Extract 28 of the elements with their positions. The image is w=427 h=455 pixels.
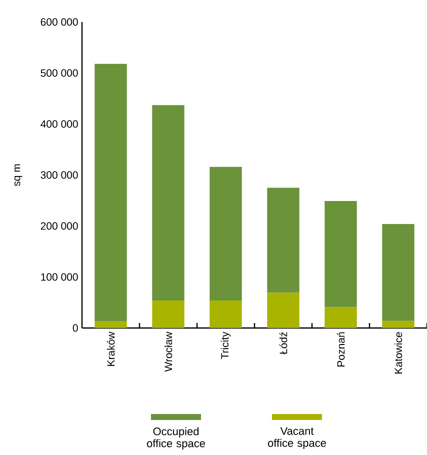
legend-label: Occupied office space — [147, 427, 205, 450]
legend-label: Vacant office space — [268, 427, 326, 450]
bar — [152, 105, 184, 300]
x-tick-label: Łódź — [279, 332, 288, 354]
y-tick-label: 400 000 — [40, 120, 78, 128]
x-tick-label: Wrocław — [164, 332, 172, 372]
y-tick-label: 300 000 — [40, 171, 78, 179]
bar — [210, 166, 242, 300]
bar — [324, 307, 357, 328]
x-tick-label: Tricity — [220, 332, 231, 360]
x-tick-label: Katowice — [394, 332, 402, 374]
x-tick-label: Kraków — [106, 332, 115, 366]
y-tick-label: 500 000 — [40, 69, 78, 77]
bar — [94, 321, 127, 328]
bar — [382, 224, 414, 321]
bar — [94, 64, 127, 322]
bar — [152, 300, 184, 328]
bar — [267, 188, 300, 293]
y-axis-title: sq m — [14, 164, 22, 186]
bar — [382, 320, 414, 328]
bar — [210, 300, 242, 328]
bar — [267, 292, 300, 328]
y-tick-label: 100 000 — [41, 273, 78, 281]
y-tick-label: 200 000 — [40, 222, 78, 230]
y-tick-label: 0 — [72, 324, 78, 332]
y-tick-label: 600 000 — [40, 18, 78, 26]
x-tick-label: Poznań — [336, 332, 345, 366]
bar — [324, 201, 357, 308]
